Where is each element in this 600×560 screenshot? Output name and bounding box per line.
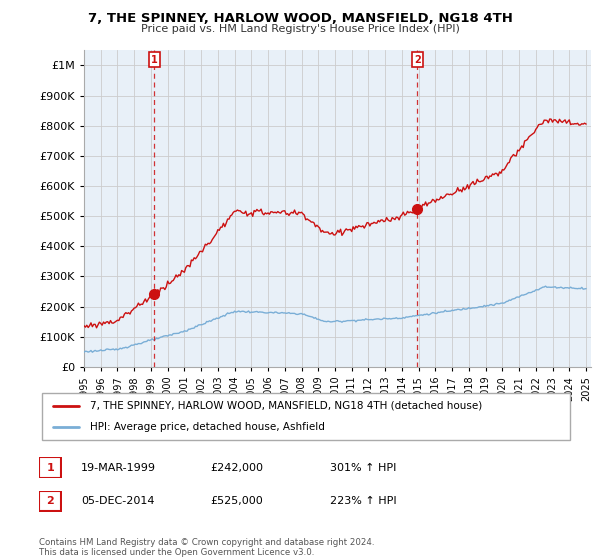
Bar xyxy=(154,50,418,367)
Text: £242,000: £242,000 xyxy=(210,463,263,473)
Text: 2: 2 xyxy=(414,55,421,65)
Text: 1: 1 xyxy=(151,55,158,65)
Text: 1: 1 xyxy=(47,463,54,473)
Text: £525,000: £525,000 xyxy=(210,496,263,506)
Text: Contains HM Land Registry data © Crown copyright and database right 2024.
This d: Contains HM Land Registry data © Crown c… xyxy=(39,538,374,557)
Text: 05-DEC-2014: 05-DEC-2014 xyxy=(81,496,155,506)
Text: 223% ↑ HPI: 223% ↑ HPI xyxy=(330,496,397,506)
Text: HPI: Average price, detached house, Ashfield: HPI: Average price, detached house, Ashf… xyxy=(89,422,325,432)
Text: 301% ↑ HPI: 301% ↑ HPI xyxy=(330,463,397,473)
Text: 19-MAR-1999: 19-MAR-1999 xyxy=(81,463,156,473)
Text: 2: 2 xyxy=(47,496,54,506)
Text: 7, THE SPINNEY, HARLOW WOOD, MANSFIELD, NG18 4TH (detached house): 7, THE SPINNEY, HARLOW WOOD, MANSFIELD, … xyxy=(89,400,482,410)
Text: Price paid vs. HM Land Registry's House Price Index (HPI): Price paid vs. HM Land Registry's House … xyxy=(140,24,460,34)
Text: 7, THE SPINNEY, HARLOW WOOD, MANSFIELD, NG18 4TH: 7, THE SPINNEY, HARLOW WOOD, MANSFIELD, … xyxy=(88,12,512,25)
